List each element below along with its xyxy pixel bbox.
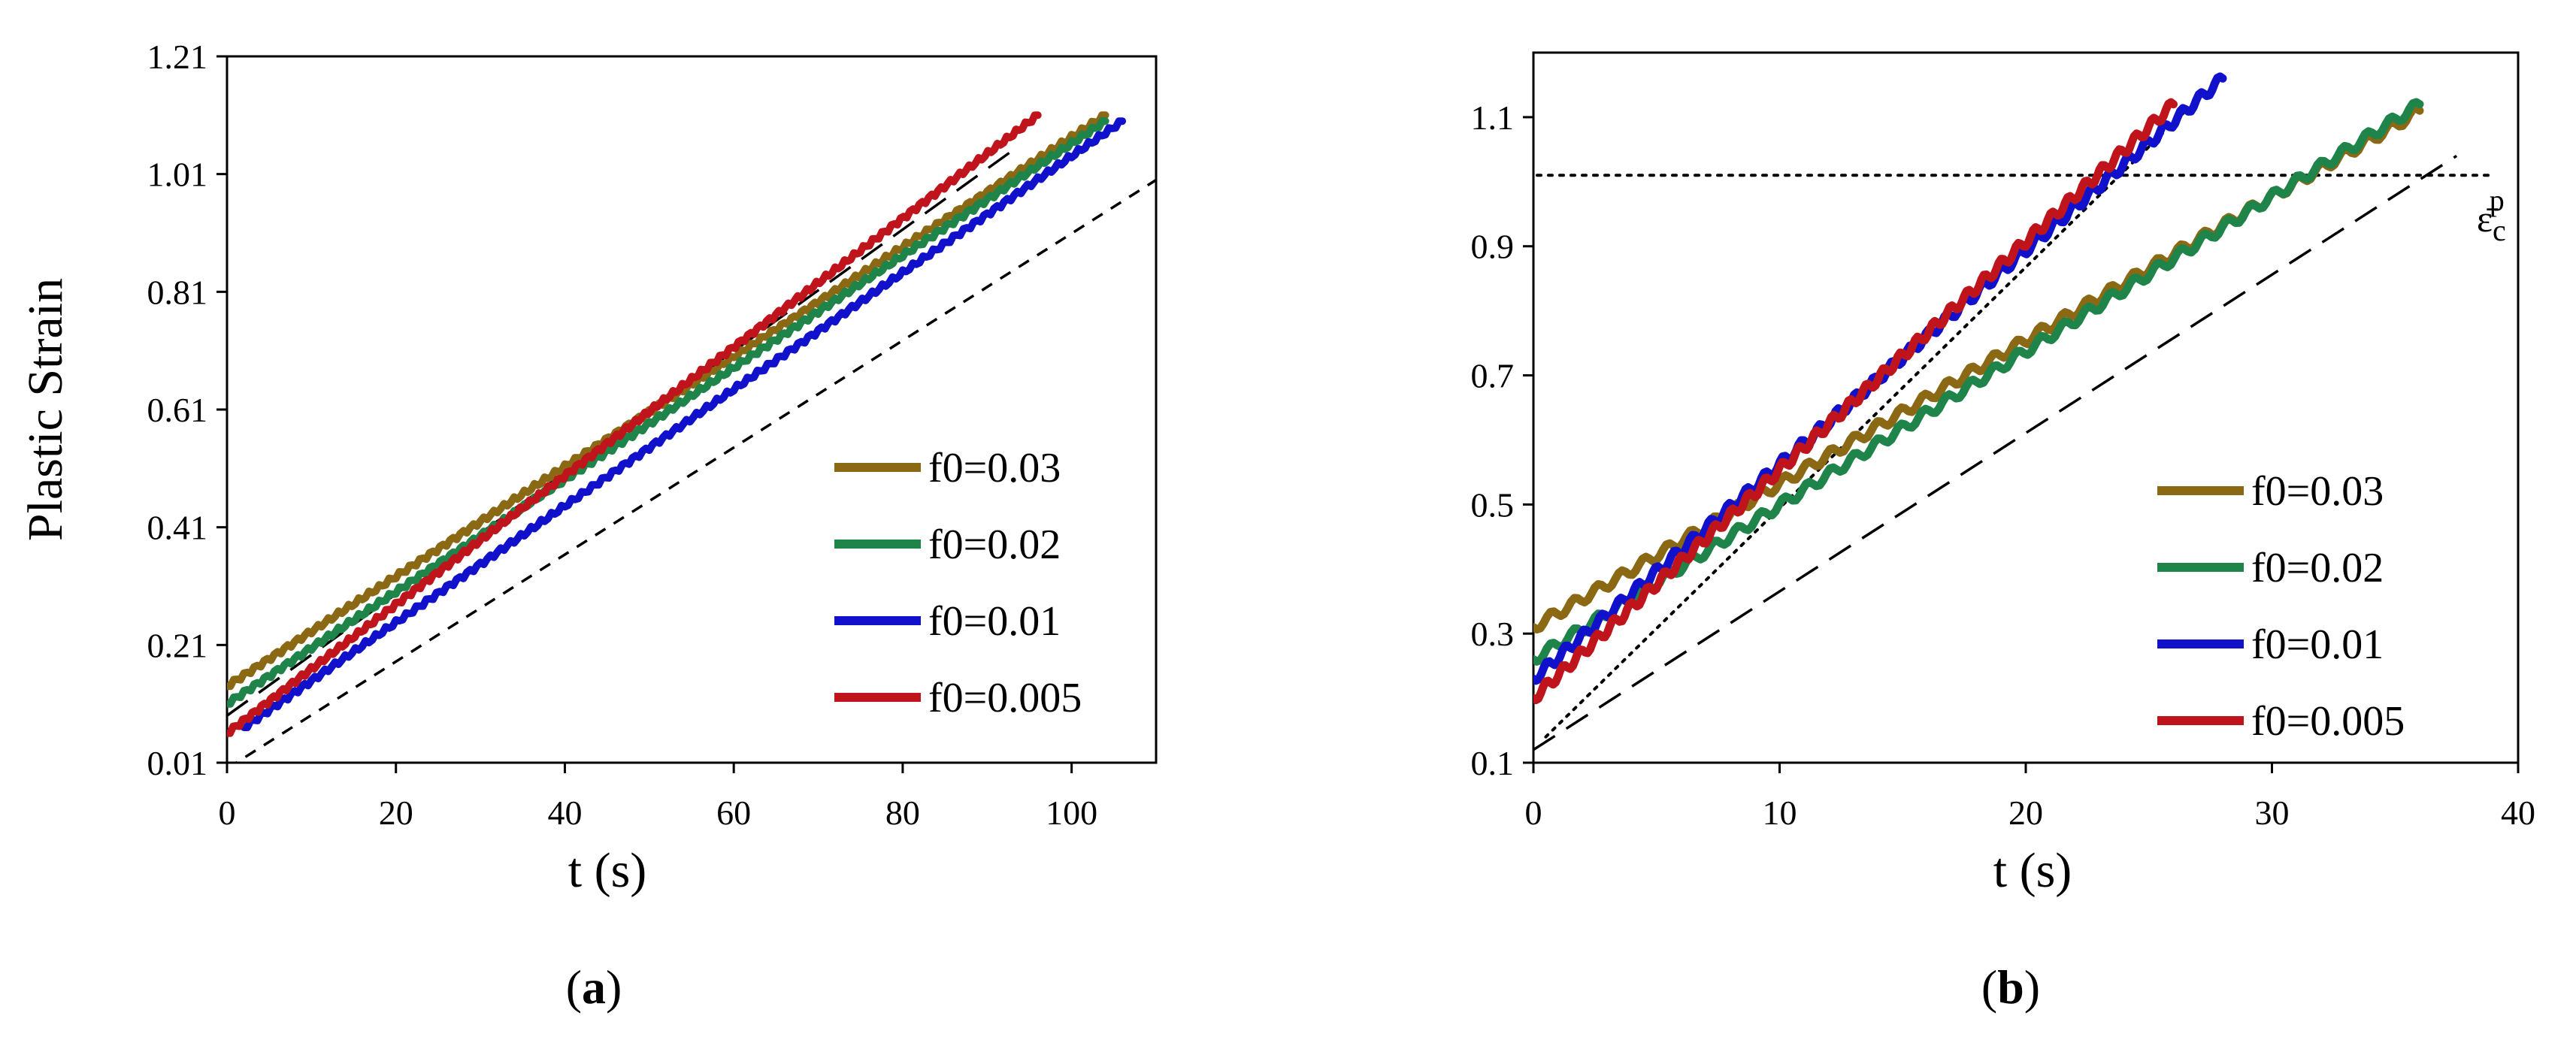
x-tick-label: 10 (1763, 794, 1797, 832)
legend-label: f0=0.01 (928, 598, 1061, 645)
panel-b: 0.1 0.3 0.5 0.7 0.9 1.1 0 10 20 30 40 t (s) f0=0.… (1471, 51, 2535, 1014)
legend-a: f0=0.03 f0=0.02 f0=0.01 f0=0.005 (834, 445, 1082, 721)
critical-strain-label: ε̄cp (2477, 183, 2506, 247)
series-line-f0=0.005 (1533, 98, 2178, 705)
x-tick-label: 60 (716, 794, 751, 832)
caption-b: (b) (1981, 960, 2040, 1014)
y-tick-label: 0.1 (1471, 744, 1515, 782)
x-tick-label: 20 (2008, 794, 2043, 832)
x-tick-label: 30 (2255, 794, 2290, 832)
y-tick-label: 0.81 (147, 273, 208, 311)
panel-a: 0.01 0.21 0.41 0.61 0.81 1.01 1.21 0 20 40 60 80 10… (18, 38, 1158, 1014)
reference-line-dotted (1544, 109, 2187, 739)
y-tick-label: 1.1 (1471, 98, 1515, 137)
y-ticks-b: 0.1 0.3 0.5 0.7 0.9 1.1 (1471, 98, 1533, 782)
series-group-a (227, 111, 1127, 737)
series-group-b (1533, 72, 2424, 705)
legend-label: f0=0.005 (2251, 698, 2405, 745)
y-tick-label: 0.41 (147, 509, 208, 547)
y-tick-label: 0.5 (1471, 485, 1515, 524)
legend-label: f0=0.005 (928, 675, 1082, 721)
legend-label: f0=0.03 (928, 445, 1061, 491)
x-ticks-b: 0 10 20 30 40 (1525, 763, 2535, 832)
reference-line-short-dash (234, 179, 1156, 763)
caption-a: (a) (566, 960, 622, 1014)
series-line-f0=0.01 (240, 117, 1127, 731)
y-tick-label: 1.21 (147, 38, 208, 76)
y-tick-label: 0.01 (147, 744, 208, 782)
legend-label: f0=0.01 (2251, 621, 2384, 668)
y-tick-label: 1.01 (147, 156, 208, 194)
x-ticks-a: 0 20 40 60 80 100 (219, 763, 1097, 832)
y-axis-label-a: Plastic Strain (18, 278, 73, 541)
legend-label: f0=0.02 (2251, 545, 2384, 591)
x-tick-label: 100 (1046, 794, 1097, 832)
series-line-f0=0.005 (227, 111, 1042, 737)
x-axis-label-a: t (s) (568, 843, 646, 898)
legend-b: f0=0.03 f0=0.02 f0=0.01 f0=0.005 (2157, 468, 2405, 745)
x-tick-label: 80 (885, 794, 920, 832)
legend-label: f0=0.02 (928, 521, 1061, 568)
y-tick-label: 0.3 (1471, 615, 1515, 653)
y-tick-label: 0.21 (147, 626, 208, 664)
series-line-f0=0.02 (1533, 98, 2424, 666)
y-tick-label: 0.61 (147, 391, 208, 429)
x-tick-label: 0 (219, 794, 236, 832)
plot-frame-a (226, 55, 1158, 764)
legend-label: f0=0.03 (2251, 468, 2384, 515)
y-tick-label: 0.7 (1471, 357, 1515, 395)
series-line-f0=0.02 (227, 117, 1109, 708)
x-tick-label: 40 (547, 794, 582, 832)
x-axis-label-b: t (s) (1993, 843, 2072, 898)
reference-lines-b (1533, 109, 2490, 751)
y-ticks-a: 0.01 0.21 0.41 0.61 0.81 1.01 1.21 (147, 38, 227, 782)
x-tick-label: 40 (2501, 794, 2535, 832)
x-tick-label: 20 (379, 794, 413, 832)
y-tick-label: 0.9 (1471, 228, 1515, 266)
x-tick-label: 0 (1525, 794, 1542, 832)
reference-line-long-dash (1533, 154, 2458, 751)
